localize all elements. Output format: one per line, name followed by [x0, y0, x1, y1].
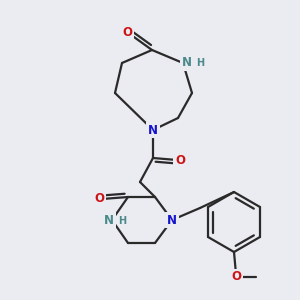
Text: N: N — [104, 214, 114, 226]
Text: O: O — [175, 154, 185, 166]
Text: H: H — [196, 58, 204, 68]
Text: N: N — [167, 214, 177, 226]
Text: N: N — [182, 56, 192, 70]
Text: O: O — [94, 193, 104, 206]
Text: N: N — [148, 124, 158, 136]
Text: O: O — [122, 26, 132, 38]
Text: O: O — [231, 271, 241, 284]
Text: H: H — [118, 216, 126, 226]
